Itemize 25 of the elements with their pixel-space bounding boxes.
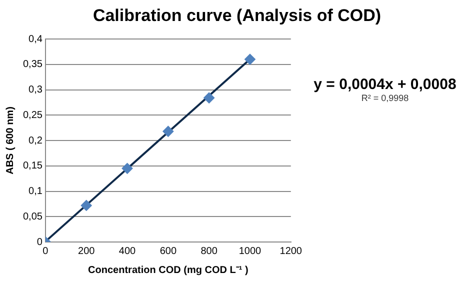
x-tick-label: 200 (78, 246, 96, 257)
y-tick-label: 0,1 (28, 186, 43, 197)
x-tick-label: 800 (200, 246, 218, 257)
text: y = 0,0004x + 0,0008 (312, 76, 458, 93)
x-tick-label: 1200 (280, 246, 302, 257)
y-tick-label: 0 (36, 236, 43, 248)
point (204, 92, 215, 104)
x-tick-label: 600 (160, 246, 177, 257)
chart-title: Calibration curve (Analysis of COD) (92, 6, 382, 26)
point (122, 162, 133, 174)
y-tick-label: 0,4 (28, 34, 43, 45)
y-tick-label: 0,15 (22, 160, 43, 172)
point (244, 54, 256, 65)
x-tick-label: 1000 (238, 246, 262, 257)
y-axis-title: ABS ( 600 nm) (4, 106, 16, 174)
y-tick-label: 0,2 (28, 135, 43, 146)
point (80, 200, 92, 211)
point (162, 126, 174, 137)
y-tick-label: 0,35 (22, 59, 43, 70)
x-axis-title: Concentration COD (mg COD L⁻¹ ) (88, 264, 248, 276)
y-tick-label: 0,3 (28, 84, 43, 96)
y-tick-label: 0,05 (22, 211, 43, 222)
text: R² = 0,9998 (360, 93, 410, 103)
x-tick-label: 400 (118, 246, 136, 257)
y-tick-label: 0,25 (22, 110, 43, 121)
